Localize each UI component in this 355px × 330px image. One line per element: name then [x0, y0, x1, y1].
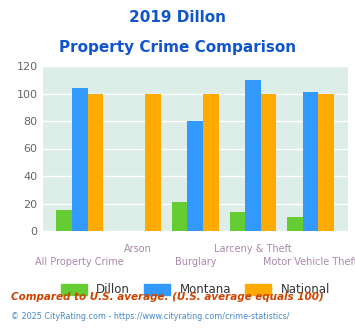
Text: Larceny & Theft: Larceny & Theft: [214, 244, 292, 254]
Text: Motor Vehicle Theft: Motor Vehicle Theft: [263, 257, 355, 267]
Bar: [145, 93, 161, 231]
Bar: [56, 211, 72, 231]
Bar: [230, 212, 245, 231]
Bar: [318, 93, 334, 231]
Text: Arson: Arson: [124, 244, 152, 254]
Bar: [172, 202, 187, 231]
Bar: [245, 80, 261, 231]
Text: Property Crime Comparison: Property Crime Comparison: [59, 40, 296, 54]
Bar: [72, 88, 88, 231]
Bar: [261, 93, 276, 231]
Bar: [88, 93, 103, 231]
Bar: [287, 217, 303, 231]
Text: All Property Crime: All Property Crime: [36, 257, 124, 267]
Bar: [187, 121, 203, 231]
Bar: [203, 93, 219, 231]
Text: © 2025 CityRating.com - https://www.cityrating.com/crime-statistics/: © 2025 CityRating.com - https://www.city…: [11, 312, 289, 321]
Legend: Dillon, Montana, National: Dillon, Montana, National: [56, 279, 335, 301]
Text: 2019 Dillon: 2019 Dillon: [129, 10, 226, 25]
Text: Compared to U.S. average. (U.S. average equals 100): Compared to U.S. average. (U.S. average …: [11, 292, 323, 302]
Text: Burglary: Burglary: [175, 257, 216, 267]
Bar: [303, 92, 318, 231]
